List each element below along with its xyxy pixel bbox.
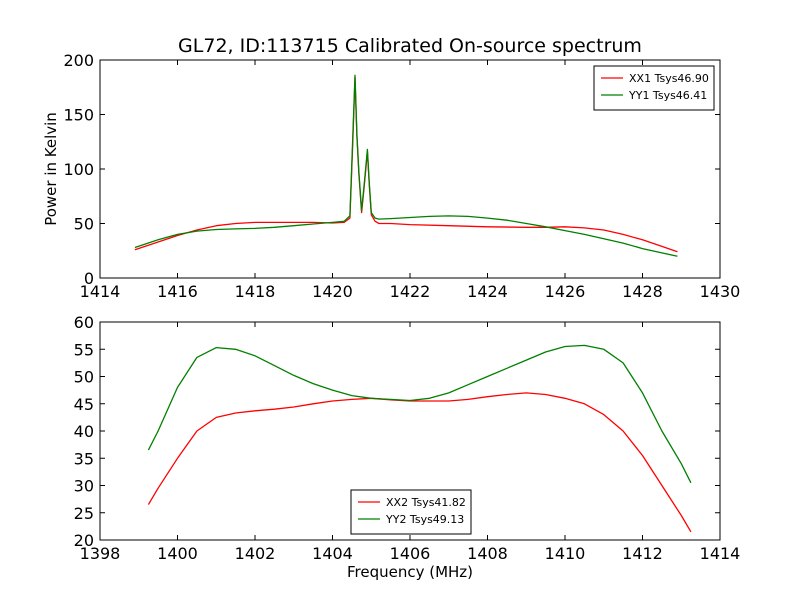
top-x-tick-label: 1418 <box>235 282 276 301</box>
top-x-tick-label: 1420 <box>312 282 353 301</box>
bottom-x-tick-label: 1406 <box>390 544 431 563</box>
top-legend-label-2: YY1 Tsys46.41 <box>628 89 707 102</box>
top-panel: 1414 1416 1418 1420 1422 1424 1426 1428 1430 0 50 1… <box>42 51 740 301</box>
top-series-2-line <box>134 74 678 257</box>
top-legend-label-1: XX1 Tsys46.90 <box>629 72 709 85</box>
top-x-tick-label: 1414 <box>80 282 121 301</box>
bottom-x-axis-label: Frequency (MHz) <box>347 563 473 581</box>
top-legend-box <box>593 65 715 111</box>
bottom-x-tick-label: 1402 <box>235 544 276 563</box>
bottom-series-1-line <box>147 392 692 533</box>
bottom-y-tick-label: 35 <box>74 449 94 468</box>
bottom-y-tick-label: 40 <box>74 422 94 441</box>
bottom-x-tick-label: 1398 <box>80 544 121 563</box>
bottom-y-tick-label: 20 <box>74 531 94 550</box>
bottom-legend-label-2: YY2 Tsys49.13 <box>385 513 464 526</box>
bottom-series-2-line <box>147 344 692 484</box>
top-y-axis-label: Power in Kelvin <box>42 112 60 226</box>
bottom-y-tick-label: 50 <box>74 368 94 387</box>
bottom-x-tick-label: 1404 <box>312 544 353 563</box>
top-x-tick-label: 1424 <box>467 282 508 301</box>
top-x-tick-label: 1426 <box>545 282 586 301</box>
top-x-tick-label: 1416 <box>157 282 198 301</box>
bottom-y-tick-label: 25 <box>74 504 94 523</box>
top-legend: XX1 Tsys46.90 YY1 Tsys46.41 <box>593 65 715 111</box>
top-x-tick-label: 1430 <box>700 282 741 301</box>
bottom-legend: XX2 Tsys41.82 YY2 Tsys49.13 <box>350 489 472 535</box>
top-y-tick-label: 100 <box>63 160 94 179</box>
bottom-x-tick-label: 1410 <box>545 544 586 563</box>
top-x-tick-label: 1422 <box>390 282 431 301</box>
bottom-x-tick-label: 1414 <box>700 544 741 563</box>
bottom-x-tick-label: 1412 <box>622 544 663 563</box>
bottom-y-tick-label: 55 <box>74 340 94 359</box>
bottom-legend-box <box>350 489 472 535</box>
bottom-x-tick-label: 1408 <box>467 544 508 563</box>
bottom-panel: 1398 1400 1402 1404 1406 1408 1410 1412 1414 20 25… <box>74 313 741 581</box>
top-y-tick-label: 150 <box>63 106 94 125</box>
top-y-tick-label: 0 <box>84 269 94 288</box>
bottom-legend-label-1: XX2 Tsys41.82 <box>386 496 466 509</box>
bottom-y-tick-label: 30 <box>74 477 94 496</box>
top-y-tick-label: 50 <box>74 215 94 234</box>
top-x-tick-label: 1428 <box>622 282 663 301</box>
bottom-y-tick-label: 45 <box>74 395 94 414</box>
bottom-y-tick-label: 60 <box>74 313 94 332</box>
chart-title: GL72, ID:113715 Calibrated On-source spe… <box>178 35 642 57</box>
bottom-x-tick-label: 1400 <box>157 544 198 563</box>
top-y-tick-label: 200 <box>63 51 94 70</box>
